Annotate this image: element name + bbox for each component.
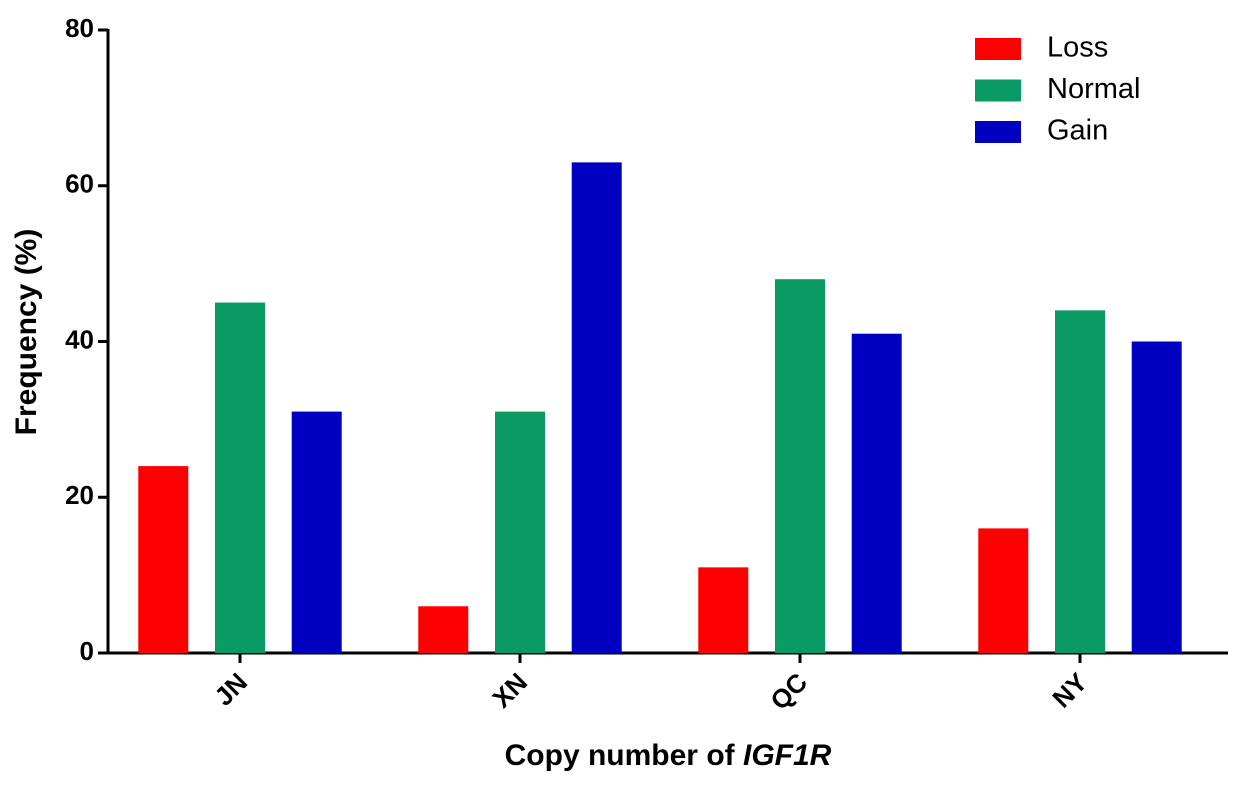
legend-label: Loss — [1047, 32, 1108, 64]
legend-label: Gain — [1047, 115, 1108, 147]
bar — [571, 162, 622, 653]
legend-swatch — [975, 121, 1021, 143]
y-axis-label: Frequency (%) — [10, 229, 43, 436]
legend-label: Normal — [1047, 73, 1140, 105]
y-tick-label: 40 — [65, 324, 94, 354]
bar — [291, 411, 342, 653]
x-axis-label: Copy number of IGF1R — [505, 739, 832, 772]
bar — [851, 333, 902, 653]
x-axis-label-gene: IGF1R — [743, 739, 832, 772]
legend-swatch — [975, 38, 1021, 60]
x-tick-label: XN — [486, 667, 533, 714]
bar — [215, 302, 265, 653]
bar — [138, 466, 189, 653]
y-tick-label: 60 — [65, 169, 94, 199]
y-tick-label: 20 — [65, 480, 94, 510]
bar — [1055, 310, 1105, 653]
legend-swatch — [975, 79, 1021, 102]
bar — [418, 606, 469, 653]
y-tick-label: 80 — [65, 13, 94, 43]
x-axis-label-text: Copy number of — [505, 739, 736, 772]
bar — [495, 411, 545, 653]
bar — [1131, 341, 1182, 653]
bar — [698, 567, 749, 653]
x-tick-label: NY — [1046, 667, 1093, 714]
x-tick-label: JN — [208, 667, 253, 712]
x-tick-label: QC — [764, 667, 813, 716]
bar — [978, 528, 1029, 653]
bar — [775, 279, 825, 653]
y-tick-label: 0 — [80, 636, 94, 666]
